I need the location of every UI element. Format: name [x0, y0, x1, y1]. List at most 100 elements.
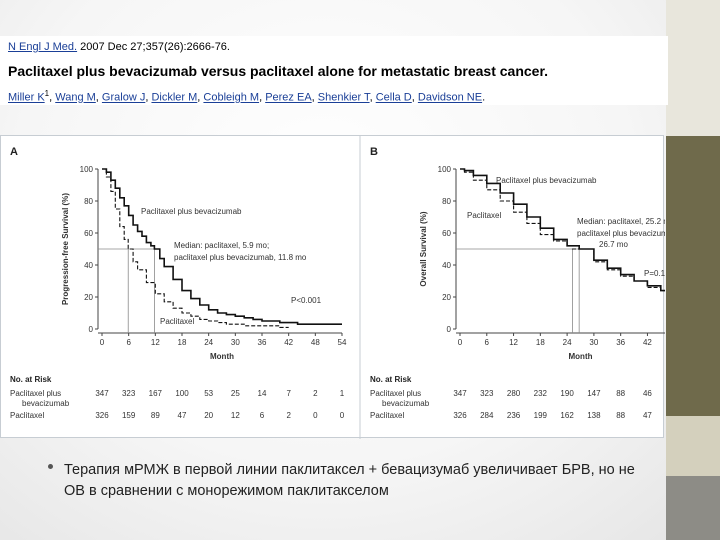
at-risk-value: 167	[149, 389, 163, 398]
at-risk-value: 326	[95, 411, 109, 420]
at-risk-value: 6	[260, 411, 265, 420]
x-tick-label: 36	[258, 338, 267, 347]
author-separator: ,	[369, 91, 376, 104]
x-tick-label: 18	[178, 338, 187, 347]
at-risk-value: 100	[175, 389, 189, 398]
x-tick-label: 54	[338, 338, 347, 347]
at-risk-value: 232	[534, 389, 548, 398]
journal-link[interactable]: N Engl J Med.	[8, 41, 78, 53]
y-axis-title: Progression-free Survival (%)	[61, 193, 70, 305]
y-tick-label: 100	[438, 165, 452, 174]
x-tick-label: 24	[204, 338, 213, 347]
x-tick-label: 0	[100, 338, 105, 347]
author-link[interactable]: Gralow J	[101, 91, 146, 104]
at-risk-row-label: Paclitaxel plus	[370, 389, 421, 398]
author-link[interactable]: Wang M	[55, 91, 96, 104]
at-risk-value: 2	[313, 389, 318, 398]
at-risk-value: 347	[95, 389, 109, 398]
side-bar-gray	[666, 476, 720, 540]
y-tick-label: 80	[442, 197, 451, 206]
x-axis-title: Month	[569, 352, 593, 361]
author-separator: ,	[259, 91, 266, 104]
chart-annotation: paclitaxel plus bevacizumab,	[577, 229, 665, 238]
at-risk-value: 47	[178, 411, 187, 420]
x-tick-label: 30	[231, 338, 240, 347]
y-tick-label: 100	[80, 165, 94, 174]
at-risk-value: 25	[231, 389, 240, 398]
at-risk-value: 347	[453, 389, 467, 398]
at-risk-row-label: bevacizumab	[382, 399, 430, 408]
author-link[interactable]: Dickler M	[151, 91, 198, 104]
at-risk-value: 138	[587, 411, 601, 420]
author-link[interactable]: Perez EA	[265, 91, 312, 104]
at-risk-value: 323	[480, 389, 494, 398]
author-separator: ,	[197, 91, 204, 104]
x-tick-label: 6	[485, 338, 490, 347]
chart-annotation: Paclitaxel plus bevacizumab	[496, 176, 597, 185]
x-tick-label: 36	[616, 338, 625, 347]
y-tick-label: 80	[84, 197, 93, 206]
author-separator: .	[482, 91, 486, 104]
author-separator: ,	[49, 91, 56, 104]
chart-annotation: Paclitaxel	[467, 211, 501, 220]
chart-annotation: paclitaxel plus bevacizumab, 11.8 mo	[174, 253, 307, 262]
side-bar-olive	[666, 136, 720, 416]
citation-box: N Engl J Med. 2007 Dec 27;357(26):2666-7…	[0, 36, 668, 105]
author-link[interactable]: Cobleigh M	[203, 91, 260, 104]
y-tick-label: 60	[442, 229, 451, 238]
chart-annotation: P<0.001	[291, 296, 322, 305]
at-risk-header: No. at Risk	[370, 375, 412, 384]
at-risk-value: 0	[313, 411, 318, 420]
y-tick-label: 20	[442, 293, 451, 302]
x-tick-label: 12	[151, 338, 160, 347]
at-risk-row-label: bevacizumab	[22, 399, 70, 408]
panel-letter: B	[370, 146, 378, 158]
panel-letter: A	[10, 146, 18, 158]
chart-annotation: P=0.16	[644, 269, 665, 278]
at-risk-value: 159	[122, 411, 136, 420]
y-tick-label: 0	[89, 325, 94, 334]
author-separator: ,	[95, 91, 102, 104]
figure-panel: A 0 20 40 60 80 100 0 6 12 18 24 30 36 42 48 54 Month Prog…	[0, 135, 665, 439]
author-separator: ,	[411, 91, 418, 104]
bullet-dot-icon	[48, 464, 53, 469]
side-bar-top	[666, 0, 720, 136]
article-title: Paclitaxel plus bevacizumab versus pacli…	[8, 63, 549, 79]
at-risk-value: 280	[507, 389, 521, 398]
x-tick-label: 18	[536, 338, 545, 347]
x-tick-label: 12	[509, 338, 518, 347]
at-risk-value: 14	[258, 389, 267, 398]
at-risk-value: 88	[616, 411, 625, 420]
at-risk-row-label: Paclitaxel	[370, 411, 404, 420]
author-link[interactable]: Shenkier T	[317, 91, 370, 104]
chart-annotation: Median: paclitaxel, 25.2 mo;	[577, 217, 665, 226]
author-link[interactable]: Davidson NE	[417, 91, 483, 104]
bullet-text: Терапия мРМЖ в первой линии паклитаксел …	[64, 462, 635, 499]
author-separator: ,	[145, 91, 152, 104]
chart-annotation: 26.7 mo	[599, 240, 628, 249]
at-risk-value: 326	[453, 411, 467, 420]
affiliation-mark: 1	[44, 89, 50, 98]
author-separator: ,	[311, 91, 318, 104]
at-risk-value: 0	[340, 411, 345, 420]
x-tick-label: 6	[126, 338, 131, 347]
at-risk-row-label: Paclitaxel plus	[10, 389, 61, 398]
x-axis-title: Month	[210, 352, 234, 361]
at-risk-value: 323	[122, 389, 136, 398]
at-risk-value: 20	[204, 411, 213, 420]
at-risk-value: 236	[507, 411, 521, 420]
at-risk-value: 162	[560, 411, 574, 420]
x-tick-label: 42	[284, 338, 293, 347]
at-risk-value: 147	[587, 389, 601, 398]
author-link[interactable]: Miller K	[8, 91, 45, 104]
x-tick-label: 0	[458, 338, 463, 347]
at-risk-value: 284	[480, 411, 494, 420]
at-risk-value: 53	[204, 389, 213, 398]
x-tick-label: 30	[589, 338, 598, 347]
author-link[interactable]: Cella D	[375, 91, 412, 104]
series-line-combination	[102, 168, 342, 325]
at-risk-value: 47	[643, 411, 652, 420]
at-risk-value: 7	[286, 389, 291, 398]
chart-annotation: Median: paclitaxel, 5.9 mo;	[174, 241, 269, 250]
